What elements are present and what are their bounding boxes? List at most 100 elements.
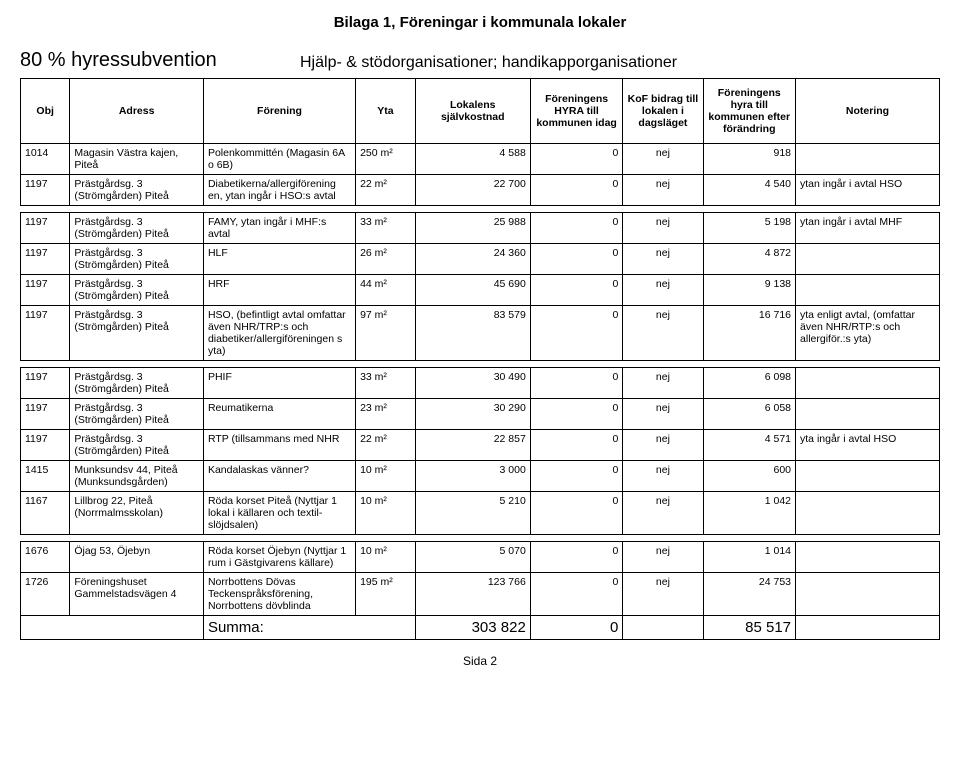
cell-hyra: 0 xyxy=(530,399,623,430)
col-lokal: Lokalens självkostnad xyxy=(415,79,530,144)
cell-kof: nej xyxy=(623,492,703,535)
col-hyra: Föreningens HYRA till kommunen idag xyxy=(530,79,623,144)
col-obj: Obj xyxy=(21,79,70,144)
cell-obj: 1197 xyxy=(21,275,70,306)
section-left: 80 % hyressubvention xyxy=(20,49,300,72)
cell-yta: 10 m² xyxy=(356,461,416,492)
cell-yta: 10 m² xyxy=(356,492,416,535)
cell-obj: 1197 xyxy=(21,430,70,461)
cell-lokal: 4 588 xyxy=(415,144,530,175)
table-row: 1197Prästgårdsg. 3 (Strömgården) PiteåRe… xyxy=(21,399,940,430)
cell-lokal: 30 490 xyxy=(415,368,530,399)
cell-efter: 4 540 xyxy=(703,175,796,206)
col-adress: Adress xyxy=(70,79,204,144)
cell-yta: 44 m² xyxy=(356,275,416,306)
cell-hyra: 0 xyxy=(530,175,623,206)
table-row: 1014Magasin Västra kajen, PiteåPolenkomm… xyxy=(21,144,940,175)
cell-adress: Prästgårdsg. 3 (Strömgården) Piteå xyxy=(70,430,204,461)
cell-obj: 1197 xyxy=(21,175,70,206)
cell-forening: Diabetikerna/allergiförening en, ytan in… xyxy=(203,175,355,206)
cell-hyra: 0 xyxy=(530,542,623,573)
cell-notering xyxy=(796,399,940,430)
summary-empty xyxy=(21,616,204,640)
cell-hyra: 0 xyxy=(530,461,623,492)
cell-lokal: 5 070 xyxy=(415,542,530,573)
cell-hyra: 0 xyxy=(530,492,623,535)
cell-obj: 1167 xyxy=(21,492,70,535)
cell-kof: nej xyxy=(623,144,703,175)
summary-efter: 85 517 xyxy=(703,616,796,640)
col-efter: Föreningens hyra till kommunen efter för… xyxy=(703,79,796,144)
cell-adress: Prästgårdsg. 3 (Strömgården) Piteå xyxy=(70,275,204,306)
cell-adress: Prästgårdsg. 3 (Strömgården) Piteå xyxy=(70,368,204,399)
cell-forening: Norrbottens Dövas Teckenspråksförening, … xyxy=(203,573,355,616)
cell-kof: nej xyxy=(623,399,703,430)
table-row: 1167Lillbrog 22, Piteå (Norrmalmsskolan)… xyxy=(21,492,940,535)
col-yta: Yta xyxy=(356,79,416,144)
cell-lokal: 22 700 xyxy=(415,175,530,206)
cell-kof: nej xyxy=(623,430,703,461)
cell-forening: Reumatikerna xyxy=(203,399,355,430)
group-spacer xyxy=(21,206,940,213)
cell-kof: nej xyxy=(623,244,703,275)
cell-kof: nej xyxy=(623,175,703,206)
cell-notering xyxy=(796,492,940,535)
cell-obj: 1197 xyxy=(21,399,70,430)
cell-forening: Röda korset Piteå (Nyttjar 1 lokal i käl… xyxy=(203,492,355,535)
cell-lokal: 45 690 xyxy=(415,275,530,306)
cell-obj: 1197 xyxy=(21,244,70,275)
table-row: 1415Munksundsv 44, Piteå (Munksundsgårde… xyxy=(21,461,940,492)
cell-efter: 24 753 xyxy=(703,573,796,616)
cell-obj: 1197 xyxy=(21,368,70,399)
cell-forening: Kandalaskas vänner? xyxy=(203,461,355,492)
cell-yta: 250 m² xyxy=(356,144,416,175)
cell-efter: 4 872 xyxy=(703,244,796,275)
cell-obj: 1014 xyxy=(21,144,70,175)
cell-notering xyxy=(796,275,940,306)
cell-efter: 5 198 xyxy=(703,213,796,244)
cell-notering xyxy=(796,573,940,616)
cell-lokal: 3 000 xyxy=(415,461,530,492)
cell-notering xyxy=(796,542,940,573)
cell-adress: Prästgårdsg. 3 (Strömgården) Piteå xyxy=(70,244,204,275)
cell-efter: 9 138 xyxy=(703,275,796,306)
cell-efter: 6 098 xyxy=(703,368,796,399)
cell-notering: ytan ingår i avtal MHF xyxy=(796,213,940,244)
page-footer: Sida 2 xyxy=(20,654,940,668)
cell-yta: 26 m² xyxy=(356,244,416,275)
col-kof: KoF bidrag till lokalen i dagsläget xyxy=(623,79,703,144)
cell-forening: HSO, (befintligt avtal omfattar även NHR… xyxy=(203,306,355,361)
cell-adress: Prästgårdsg. 3 (Strömgården) Piteå xyxy=(70,175,204,206)
cell-notering xyxy=(796,244,940,275)
summary-label: Summa: xyxy=(203,616,415,640)
cell-obj: 1726 xyxy=(21,573,70,616)
page-title: Bilaga 1, Föreningar i kommunala lokaler xyxy=(20,14,940,31)
cell-notering xyxy=(796,368,940,399)
cell-yta: 97 m² xyxy=(356,306,416,361)
cell-hyra: 0 xyxy=(530,306,623,361)
cell-kof: nej xyxy=(623,306,703,361)
cell-adress: Öjag 53, Öjebyn xyxy=(70,542,204,573)
cell-lokal: 123 766 xyxy=(415,573,530,616)
cell-kof: nej xyxy=(623,275,703,306)
cell-adress: Prästgårdsg. 3 (Strömgården) Piteå xyxy=(70,306,204,361)
cell-forening: PHIF xyxy=(203,368,355,399)
cell-obj: 1676 xyxy=(21,542,70,573)
cell-yta: 33 m² xyxy=(356,213,416,244)
cell-yta: 195 m² xyxy=(356,573,416,616)
cell-efter: 6 058 xyxy=(703,399,796,430)
cell-lokal: 83 579 xyxy=(415,306,530,361)
summary-empty3 xyxy=(796,616,940,640)
section-headings: 80 % hyressubvention Hjälp- & stödorgani… xyxy=(20,49,940,72)
cell-notering xyxy=(796,461,940,492)
cell-adress: Föreningshuset Gammelstadsvägen 4 xyxy=(70,573,204,616)
cell-hyra: 0 xyxy=(530,144,623,175)
table-row: 1197Prästgårdsg. 3 (Strömgården) PiteåFA… xyxy=(21,213,940,244)
cell-hyra: 0 xyxy=(530,275,623,306)
table-head: Obj Adress Förening Yta Lokalens självko… xyxy=(21,79,940,144)
cell-hyra: 0 xyxy=(530,244,623,275)
cell-kof: nej xyxy=(623,542,703,573)
cell-forening: HRF xyxy=(203,275,355,306)
cell-adress: Lillbrog 22, Piteå (Norrmalmsskolan) xyxy=(70,492,204,535)
cell-hyra: 0 xyxy=(530,368,623,399)
